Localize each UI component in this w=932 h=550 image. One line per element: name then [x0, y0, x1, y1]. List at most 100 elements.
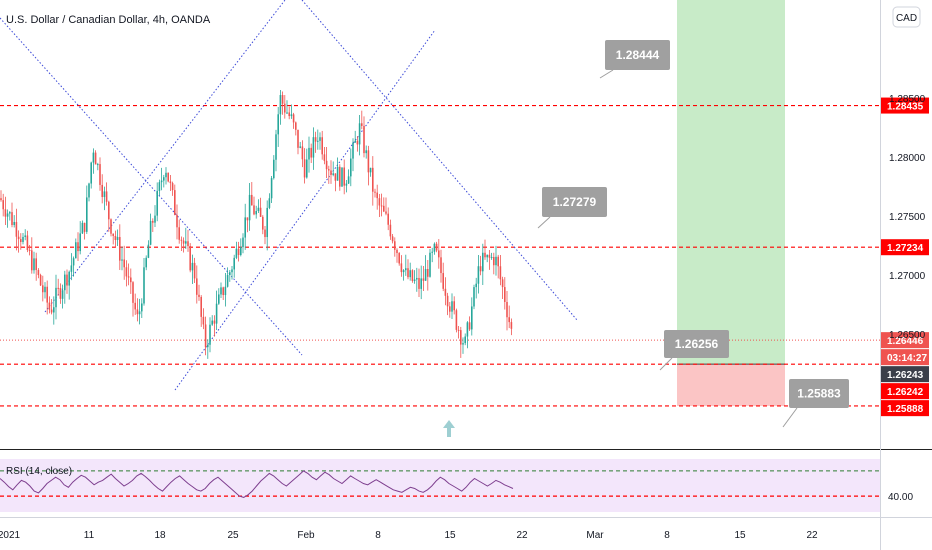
candle-body [328, 169, 330, 171]
price-tag [881, 400, 929, 417]
candle-body [273, 159, 275, 179]
candle-body [343, 167, 345, 186]
candle-body [209, 324, 211, 345]
candle-body [277, 114, 279, 135]
stop-loss-zone[interactable] [677, 364, 785, 406]
price-tag [881, 366, 929, 383]
candle-body [325, 160, 328, 170]
candle-body [416, 277, 418, 280]
candle-body [253, 205, 255, 215]
candle-body [411, 270, 414, 281]
candle-body [347, 176, 350, 184]
candle-body [482, 252, 484, 272]
candle-body [48, 302, 51, 310]
candle-body [455, 310, 458, 330]
candle-body [508, 317, 510, 323]
price-tag-label: 1.28435 [887, 102, 924, 113]
candle-body [444, 288, 447, 296]
candle-body [451, 301, 453, 312]
candle-body [28, 249, 31, 251]
callout-box[interactable] [605, 40, 670, 70]
price-tag [881, 97, 929, 114]
candle-body [20, 239, 22, 243]
candle-body [383, 205, 385, 212]
candle-body [275, 134, 277, 160]
candle-body [37, 270, 40, 276]
candle-body [180, 239, 183, 241]
candle-body [464, 336, 466, 344]
candle-body [220, 287, 222, 295]
candle-body [92, 152, 95, 163]
candle-body [213, 320, 216, 324]
candle-body [44, 286, 46, 293]
candle-body [317, 140, 319, 142]
candle-body [39, 275, 42, 286]
candle-body [400, 263, 403, 273]
candle-body [202, 316, 205, 325]
candle-body [242, 237, 244, 248]
candle-body [422, 278, 425, 281]
candle-body [35, 258, 37, 271]
rsi-band-fill [0, 459, 880, 512]
candle-body [427, 269, 429, 277]
candle-body [112, 233, 114, 236]
candle-body [114, 235, 117, 240]
candle-body [299, 146, 301, 148]
candle-body [255, 211, 257, 215]
candle-body [341, 167, 343, 187]
trend-line-channel-lower[interactable] [174, 29, 436, 391]
chart-title: U.S. Dollar / Canadian Dollar, 4h, OANDA [6, 14, 211, 26]
candle-body [268, 198, 271, 208]
candle-body [405, 268, 407, 271]
candle-body [468, 322, 471, 330]
currency-button[interactable] [892, 6, 921, 28]
price-tag-label: 1.26242 [887, 387, 924, 398]
y-tick-label: 1.28500 [889, 94, 926, 105]
candle-body [262, 216, 264, 230]
callout-box[interactable] [664, 330, 729, 358]
candle-body [99, 164, 101, 185]
candle-body [387, 213, 389, 225]
candle-body [418, 277, 420, 289]
candle-body [510, 322, 513, 329]
candle-body [484, 252, 486, 258]
candle-body [438, 250, 440, 258]
candle-body [433, 243, 436, 252]
candle-body [453, 301, 455, 311]
price-tag [881, 383, 929, 400]
candle-body [222, 287, 224, 296]
candle-body [442, 273, 444, 289]
x-tick-label: 22 [806, 530, 818, 541]
candle-body [176, 214, 178, 228]
trend-line-descending-2[interactable] [301, 0, 578, 321]
callout-box[interactable] [542, 187, 607, 217]
candle-body [352, 142, 354, 159]
candle-body [226, 275, 229, 287]
candle-body [33, 258, 35, 271]
candle-body [374, 191, 376, 193]
candle-body [198, 294, 200, 297]
candle-body [303, 159, 306, 178]
candle-body [103, 191, 106, 197]
candle-body [130, 277, 132, 283]
price-callouts: 1.28444 1.27279 1.26256 1.25883 [537, 40, 849, 428]
candle-body [409, 270, 411, 278]
candle-body [319, 137, 321, 141]
candle-body [486, 254, 488, 258]
candle-body [356, 140, 359, 145]
callout-box[interactable] [789, 379, 849, 408]
candle-body [64, 274, 66, 291]
candle-body [55, 287, 57, 308]
price-axis-ticks: 1.28500 1.28000 1.27500 1.27000 1.26500 [889, 94, 926, 341]
callout-label: 1.28444 [616, 48, 660, 62]
trend-line-channel-upper[interactable] [44, 0, 286, 313]
candle-body [310, 147, 312, 158]
candle-body [22, 236, 24, 243]
candle-body [94, 152, 97, 165]
candle-body [369, 167, 372, 173]
candle-body [385, 211, 387, 214]
candle-body [31, 250, 33, 271]
candle-body [460, 330, 462, 345]
take-profit-zone[interactable] [677, 0, 785, 365]
